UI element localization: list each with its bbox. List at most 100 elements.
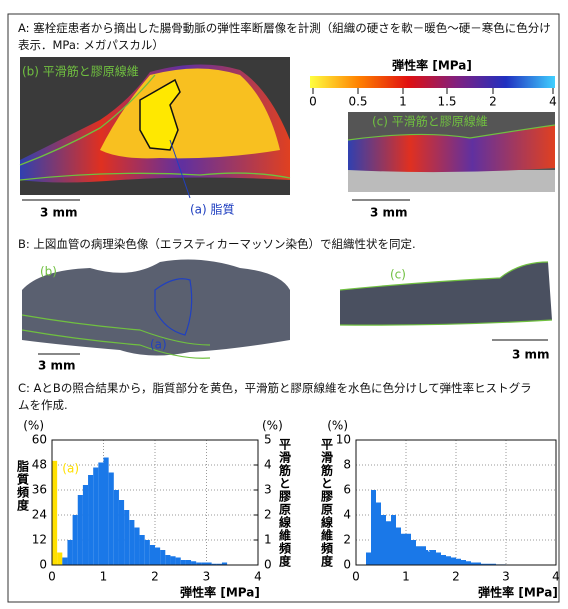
colorbar-tick-label: 0	[309, 95, 317, 109]
bar	[416, 546, 421, 565]
y-tick-label: 60	[32, 433, 47, 447]
bar	[150, 545, 155, 565]
x-tick-label: 0	[48, 570, 56, 584]
bar	[78, 495, 83, 565]
bar	[109, 473, 114, 566]
scale-label: 3 mm	[370, 206, 408, 220]
stain-image-right	[340, 262, 552, 325]
y-tick-label: 0	[39, 558, 47, 572]
x-tick-label: 2	[452, 570, 460, 584]
caption: B: 上図血管の病理染色像（エラスティカーマッソン染色）で組織性状を同定.	[18, 236, 553, 253]
scale-label: 3 mm	[38, 359, 76, 373]
bar	[391, 515, 396, 565]
bar	[401, 534, 406, 565]
y2-unit: (%)	[262, 419, 283, 433]
bar	[386, 521, 391, 565]
bar	[104, 458, 109, 566]
bar	[155, 548, 160, 566]
x-tick-label: 3	[502, 570, 510, 584]
y-unit: (%)	[23, 419, 44, 433]
bar	[57, 553, 62, 566]
bar	[461, 560, 466, 565]
colorbar-tick-label: 4	[549, 95, 557, 109]
label: (a)	[150, 338, 167, 352]
bar	[451, 558, 456, 566]
bar	[186, 560, 191, 565]
caption: A: 塞栓症患者から摘出した腸骨動脈の弾性率断層像を計測（組織の硬さを軟－暖色～…	[18, 20, 553, 54]
colorbar-title: 弾性率 [MPa]	[392, 58, 472, 73]
colorbar-tick-label: 1	[399, 95, 407, 109]
bar	[88, 475, 93, 565]
bar	[62, 558, 67, 566]
bar	[411, 540, 416, 565]
bar	[191, 561, 196, 565]
x-tick-label: 2	[151, 570, 159, 584]
scale-label: 3 mm	[40, 206, 78, 220]
bar	[181, 560, 186, 565]
bar	[73, 515, 78, 565]
bar	[129, 520, 134, 565]
bar	[93, 468, 98, 566]
y-tick-label: 8	[343, 458, 351, 472]
bar	[176, 558, 181, 566]
y2-tick-label: 4	[264, 458, 272, 472]
bar	[134, 528, 139, 566]
x-tick-label: 4	[254, 570, 262, 584]
figure: (b) 平滑筋と膠原線維 (a) 脂質 (c) 平滑筋と膠原線維 3 mm 3 …	[0, 0, 568, 609]
y-axis-label: 平滑筋と膠原線維頻度	[320, 438, 334, 568]
bar	[456, 559, 461, 565]
y2-axis-label: 平滑筋と膠原線維頻度	[278, 438, 292, 568]
y-unit: (%)	[327, 419, 348, 433]
bar	[124, 510, 129, 565]
label: (b)	[40, 265, 57, 279]
y2-tick-label: 2	[264, 508, 272, 522]
colorbar-tick-label: 0.5	[348, 95, 367, 109]
bar	[366, 553, 371, 566]
label: (c)	[390, 268, 406, 282]
x-tick-label: 1	[402, 570, 410, 584]
bar	[165, 555, 170, 565]
series-label: (c)	[426, 539, 442, 553]
bar	[406, 534, 411, 565]
x-axis-label: 弾性率 [MPa]	[180, 585, 260, 600]
bar	[446, 556, 451, 565]
y-axis-label: 脂質頻度	[16, 459, 30, 512]
y2-tick-label: 5	[264, 433, 272, 447]
bar	[436, 553, 441, 566]
bar	[98, 463, 103, 566]
y-tick-label: 2	[343, 533, 351, 547]
y2-tick-label: 1	[264, 533, 272, 547]
y-tick-label: 24	[32, 508, 47, 522]
y-tick-label: 12	[32, 533, 47, 547]
bar	[371, 490, 376, 565]
bar	[396, 528, 401, 566]
y2-tick-label: 0	[264, 558, 272, 572]
series-label: (b)	[237, 539, 254, 553]
colorbar-tick-label: 1.5	[437, 95, 456, 109]
label: (a) 脂質	[190, 202, 235, 217]
y-tick-label: 4	[343, 508, 351, 522]
colorbar-tick-label: 2	[489, 95, 497, 109]
bar	[83, 485, 88, 565]
bar	[466, 561, 471, 565]
page: (b) 平滑筋と膠原線維 (a) 脂質 (c) 平滑筋と膠原線維 3 mm 3 …	[0, 0, 568, 609]
x-tick-label: 0	[352, 570, 360, 584]
bar	[145, 540, 150, 565]
y-tick-label: 0	[343, 558, 351, 572]
x-tick-label: 1	[100, 570, 108, 584]
bar	[376, 503, 381, 566]
label: (b) 平滑筋と膠原線維	[22, 64, 139, 79]
scale-label: 3 mm	[512, 348, 550, 362]
bar	[170, 556, 175, 565]
y-tick-label: 10	[336, 433, 351, 447]
bar	[160, 550, 165, 565]
label: (c) 平滑筋と膠原線維	[372, 114, 488, 129]
y-tick-label: 48	[32, 458, 47, 472]
bar	[381, 515, 386, 565]
bar	[52, 461, 57, 565]
y-tick-label: 36	[32, 483, 47, 497]
y2-tick-label: 3	[264, 483, 272, 497]
bar	[114, 490, 119, 565]
x-axis-label: 弾性率 [MPa]	[478, 585, 558, 600]
series-label: (a)	[62, 462, 79, 476]
